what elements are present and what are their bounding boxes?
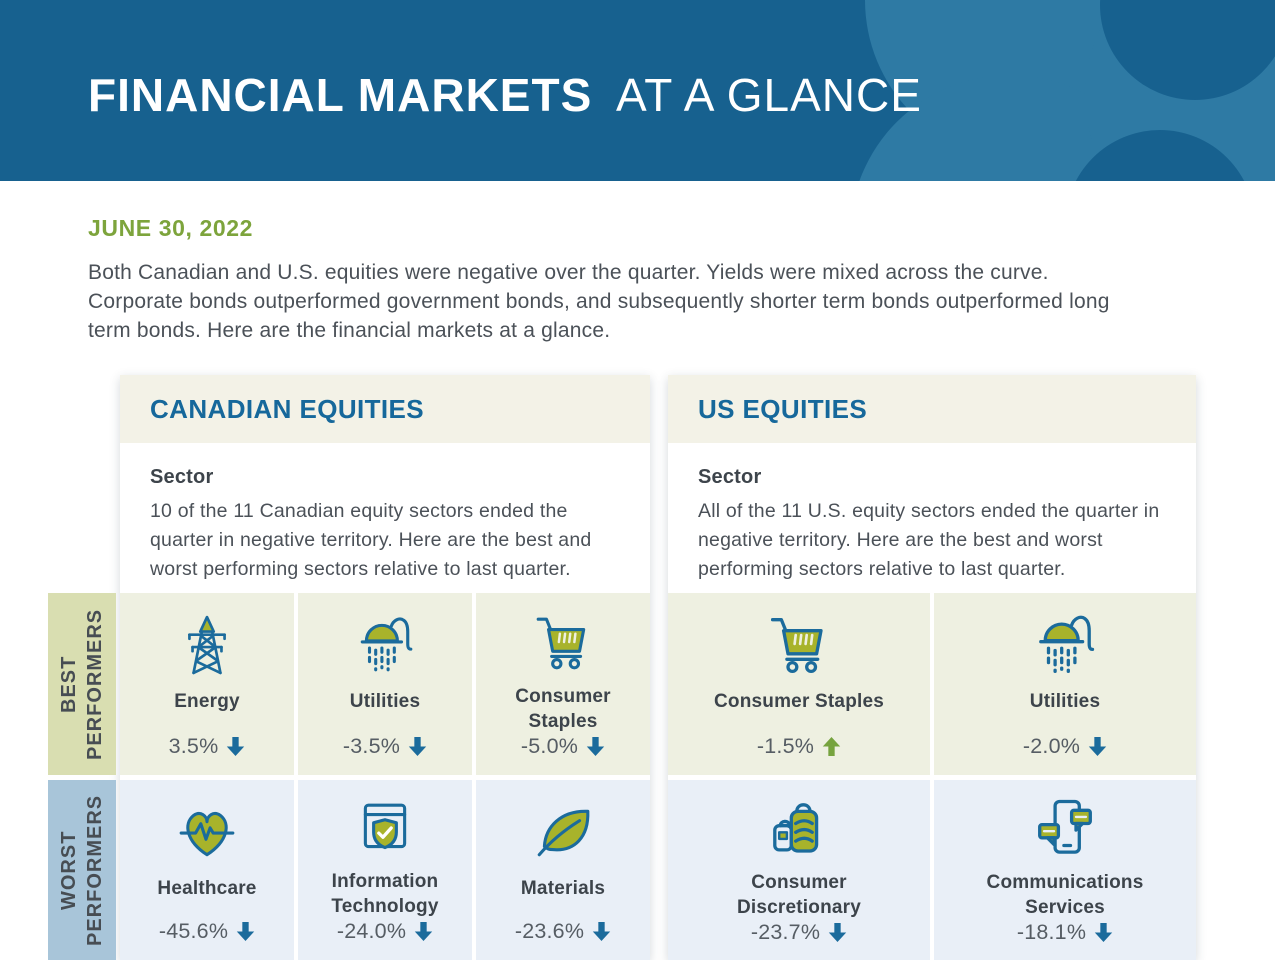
us-equities-header: US EQUITIES bbox=[668, 375, 1196, 443]
sector-value: -24.0% bbox=[337, 919, 433, 944]
best-performers-label: BEST PERFORMERS bbox=[48, 593, 116, 775]
swirl-decoration bbox=[859, 0, 1275, 181]
sector-name: Communications Services bbox=[986, 872, 1144, 918]
sector-cell-information-technology: Information Technology -24.0% bbox=[298, 780, 472, 960]
worst-performers-label: WORST PERFORMERS bbox=[48, 780, 116, 960]
sector-value: -1.5% bbox=[757, 734, 841, 759]
trend-arrow-icon bbox=[1088, 736, 1107, 757]
sector-name: Information Technology bbox=[331, 871, 439, 917]
sector-name: Healthcare bbox=[157, 878, 257, 899]
sector-cell-communications-services: Communications Services -18.1% bbox=[934, 780, 1196, 960]
sector-return: -3.5% bbox=[342, 734, 401, 758]
luggage-icon bbox=[766, 796, 832, 862]
trend-arrow-icon bbox=[822, 736, 841, 757]
page-title-secondary: AT A GLANCE bbox=[616, 69, 922, 121]
shower-icon bbox=[1032, 609, 1098, 681]
sector-cell-consumer-staples-us: Consumer Staples -1.5% bbox=[668, 593, 930, 775]
trend-arrow-icon bbox=[408, 736, 427, 757]
heart-pulse-icon bbox=[176, 796, 238, 868]
sector-heading: Sector bbox=[698, 466, 762, 488]
trend-arrow-icon bbox=[1094, 922, 1113, 943]
sector-cell-utilities: Utilities -3.5% bbox=[298, 593, 472, 775]
us-sector-summary: Sector All of the 11 U.S. equity sectors… bbox=[668, 448, 1196, 588]
sector-return: -2.0% bbox=[1022, 734, 1081, 758]
sector-cell-utilities-us: Utilities -2.0% bbox=[934, 593, 1196, 775]
sector-name: Consumer Discretionary bbox=[736, 872, 862, 918]
sector-value: -2.0% bbox=[1023, 734, 1107, 759]
sector-name: Utilities bbox=[349, 691, 421, 712]
sector-cell-materials: Materials -23.6% bbox=[476, 780, 650, 960]
sector-cell-healthcare: Healthcare -45.6% bbox=[120, 780, 294, 960]
trend-arrow-icon bbox=[586, 736, 605, 757]
secure-browser-icon bbox=[354, 796, 416, 861]
sector-value: -18.1% bbox=[1017, 920, 1113, 945]
sector-value: -23.6% bbox=[515, 919, 611, 944]
sector-name: Consumer Staples bbox=[713, 691, 885, 712]
sector-value: 3.5% bbox=[169, 734, 246, 759]
canadian-equities-header: CANADIAN EQUITIES bbox=[120, 375, 650, 443]
sector-description: All of the 11 U.S. equity sectors ended … bbox=[698, 500, 1160, 580]
sector-description: 10 of the 11 Canadian equity sectors end… bbox=[150, 500, 592, 580]
header-banner: FINANCIAL MARKETS AT A GLANCE bbox=[0, 0, 1275, 181]
canadian-equities-title: CANADIAN EQUITIES bbox=[150, 393, 425, 424]
sector-name: Energy bbox=[174, 691, 240, 712]
trend-arrow-icon bbox=[226, 736, 245, 757]
sector-value: -23.7% bbox=[751, 920, 847, 945]
sector-return: -24.0% bbox=[336, 919, 407, 943]
sector-value: -45.6% bbox=[159, 919, 255, 944]
sector-value: -5.0% bbox=[521, 734, 605, 759]
leaf-icon bbox=[532, 796, 594, 868]
trend-arrow-icon bbox=[236, 921, 255, 942]
sector-value: -3.5% bbox=[343, 734, 427, 759]
trend-arrow-icon bbox=[592, 921, 611, 942]
sector-return: -18.1% bbox=[1016, 920, 1087, 944]
sector-return: -23.7% bbox=[750, 920, 821, 944]
intro-paragraph: Both Canadian and U.S. equities were neg… bbox=[88, 261, 1110, 342]
sector-return: -5.0% bbox=[520, 734, 579, 758]
sector-return: -1.5% bbox=[756, 734, 815, 758]
sector-return: 3.5% bbox=[168, 734, 219, 758]
sector-return: -45.6% bbox=[158, 919, 229, 943]
dateline: JUNE 30, 2022 bbox=[88, 215, 254, 241]
trend-arrow-icon bbox=[414, 921, 433, 942]
shower-icon bbox=[354, 609, 416, 681]
shopping-cart-icon bbox=[532, 609, 594, 676]
us-equities-title: US EQUITIES bbox=[698, 393, 868, 424]
sector-name: Consumer Staples bbox=[515, 686, 611, 732]
phone-chat-icon bbox=[1032, 796, 1098, 862]
canadian-sector-summary: Sector 10 of the 11 Canadian equity sect… bbox=[120, 448, 650, 588]
page-title: FINANCIAL MARKETS AT A GLANCE bbox=[88, 68, 922, 122]
page-title-primary: FINANCIAL MARKETS bbox=[88, 69, 593, 121]
equities-boards: CANADIAN EQUITIES US EQUITIES Sector 10 … bbox=[48, 375, 1196, 960]
trend-arrow-icon bbox=[828, 922, 847, 943]
shopping-cart-icon bbox=[766, 609, 832, 681]
sector-name: Materials bbox=[520, 878, 606, 899]
sector-cell-consumer-staples: Consumer Staples -5.0% bbox=[476, 593, 650, 775]
sector-name: Utilities bbox=[1029, 691, 1101, 712]
sector-heading: Sector bbox=[150, 466, 214, 488]
sector-return: -23.6% bbox=[514, 919, 585, 943]
sector-cell-consumer-discretionary: Consumer Discretionary -23.7% bbox=[668, 780, 930, 960]
sector-cell-energy: Energy 3.5% bbox=[120, 593, 294, 775]
transmission-tower-icon bbox=[176, 609, 238, 681]
